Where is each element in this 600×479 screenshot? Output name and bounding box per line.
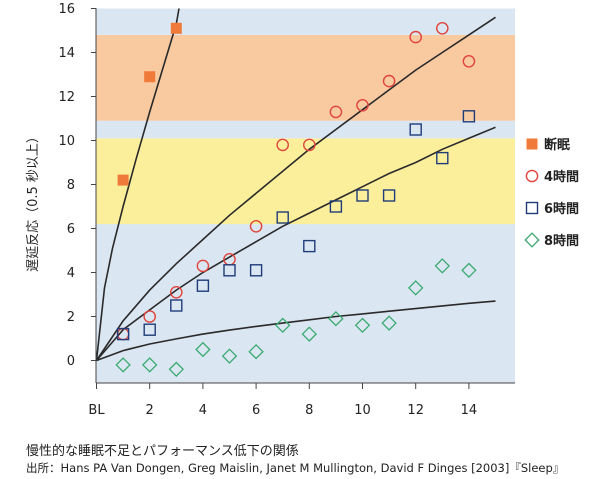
point-s2-12 xyxy=(409,30,423,44)
point-s3-3 xyxy=(170,299,183,312)
y-tick-label-4: 4 xyxy=(67,266,75,281)
point-s2-2 xyxy=(143,310,156,323)
point-s4-3 xyxy=(168,361,185,378)
legend-marker-3 xyxy=(525,201,539,215)
point-s2-13 xyxy=(435,21,449,35)
point-s3-1 xyxy=(116,327,130,341)
legend-label-3: 6時間 xyxy=(544,201,579,217)
trend-line-3 xyxy=(95,126,496,362)
trend-line-2 xyxy=(95,16,496,361)
legend-marker-4 xyxy=(524,232,540,248)
figure-caption: 慢性的な睡眠不足とパフォーマンス低下の関係 xyxy=(26,444,299,459)
point-s2-8 xyxy=(302,138,316,152)
y-tick-label-2: 2 xyxy=(67,310,75,325)
x-tick-label-6: 12 xyxy=(407,403,424,418)
legend-label-1: 断眠 xyxy=(544,137,570,153)
point-s4-14 xyxy=(461,262,477,279)
legend-label-2: 4時間 xyxy=(544,169,579,185)
background-bands xyxy=(96,8,515,383)
point-s3-10 xyxy=(356,189,369,202)
legend-marker-2 xyxy=(525,169,539,183)
point-s4-11 xyxy=(381,315,397,331)
point-s2-7 xyxy=(276,138,290,152)
point-s2-10 xyxy=(356,99,369,112)
point-s3-12 xyxy=(409,123,422,136)
point-s4-13 xyxy=(434,258,451,274)
point-s4-9 xyxy=(328,310,344,327)
x-tick-label-5: 10 xyxy=(354,403,371,418)
point-s2-9 xyxy=(329,105,343,119)
legend-label-4: 8時間 xyxy=(544,233,579,249)
point-s3-4 xyxy=(196,279,210,292)
point-s4-6 xyxy=(248,343,264,360)
trend-line-1 xyxy=(95,8,180,361)
y-tick-label-6: 6 xyxy=(67,222,75,237)
y-tick-label-14: 14 xyxy=(58,46,75,61)
x-tick-label-0: BL xyxy=(88,403,105,418)
point-s3-6 xyxy=(249,264,263,277)
y-axis-label-group: 遅延反応（0.5 秒以上） xyxy=(26,130,41,272)
point-s4-7 xyxy=(274,317,291,334)
point-s4-10 xyxy=(354,317,371,334)
x-tick-label-3: 6 xyxy=(252,403,260,418)
band-3 xyxy=(96,34,515,121)
y-tick-label-10: 10 xyxy=(58,134,75,149)
point-s3-8 xyxy=(303,239,316,253)
point-s4-5 xyxy=(221,348,238,364)
point-s4-2 xyxy=(141,357,158,373)
y-axis-label: 遅延反応（0.5 秒以上） xyxy=(26,130,41,272)
y-tick-label-12: 12 xyxy=(58,90,75,105)
x-tick-label-7: 14 xyxy=(461,403,478,418)
data-points xyxy=(115,21,477,378)
x-tick-label-1: 2 xyxy=(146,403,154,418)
axes: 0 2 4 6 8 10 12 14 16 BL 2 4 6 8 10 12 14 xyxy=(58,2,515,418)
legend-marker-1 xyxy=(526,138,538,150)
trend-lines xyxy=(95,8,496,362)
y-tick-label-16: 16 xyxy=(58,2,75,17)
point-s3-2 xyxy=(143,323,156,336)
source-note: 出所：Hans PA Van Dongen, Greg Maislin, Jan… xyxy=(26,461,565,475)
point-s3-13 xyxy=(436,151,449,165)
point-s3-11 xyxy=(382,189,396,202)
band-2 xyxy=(96,120,515,139)
point-s3-9 xyxy=(329,200,343,213)
x-tick-label-4: 8 xyxy=(305,403,313,418)
point-s3-14 xyxy=(462,110,476,123)
point-s1-2 xyxy=(144,71,156,83)
point-s2-14 xyxy=(462,55,476,68)
point-s1-3 xyxy=(170,22,182,34)
point-s4-8 xyxy=(301,326,318,342)
point-s3-5 xyxy=(223,264,236,277)
y-tick-label-0: 0 xyxy=(67,354,75,369)
x-tick-label-2: 4 xyxy=(199,403,207,418)
legend: 断眠 4時間 6時間 8時間 xyxy=(524,137,579,249)
band-1 xyxy=(96,138,515,225)
y-tick-label-8: 8 xyxy=(67,178,75,193)
point-s2-11 xyxy=(382,74,396,88)
point-s1-1 xyxy=(117,174,129,186)
point-s4-12 xyxy=(407,280,424,296)
point-s2-6 xyxy=(249,219,263,233)
point-s2-3 xyxy=(169,285,183,299)
band-4 xyxy=(96,8,515,35)
point-s3-7 xyxy=(276,211,289,224)
point-s4-4 xyxy=(195,341,211,358)
point-s2-4 xyxy=(196,259,210,273)
band-0 xyxy=(96,224,515,383)
point-s4-1 xyxy=(115,357,131,373)
trend-line-4 xyxy=(96,300,496,362)
